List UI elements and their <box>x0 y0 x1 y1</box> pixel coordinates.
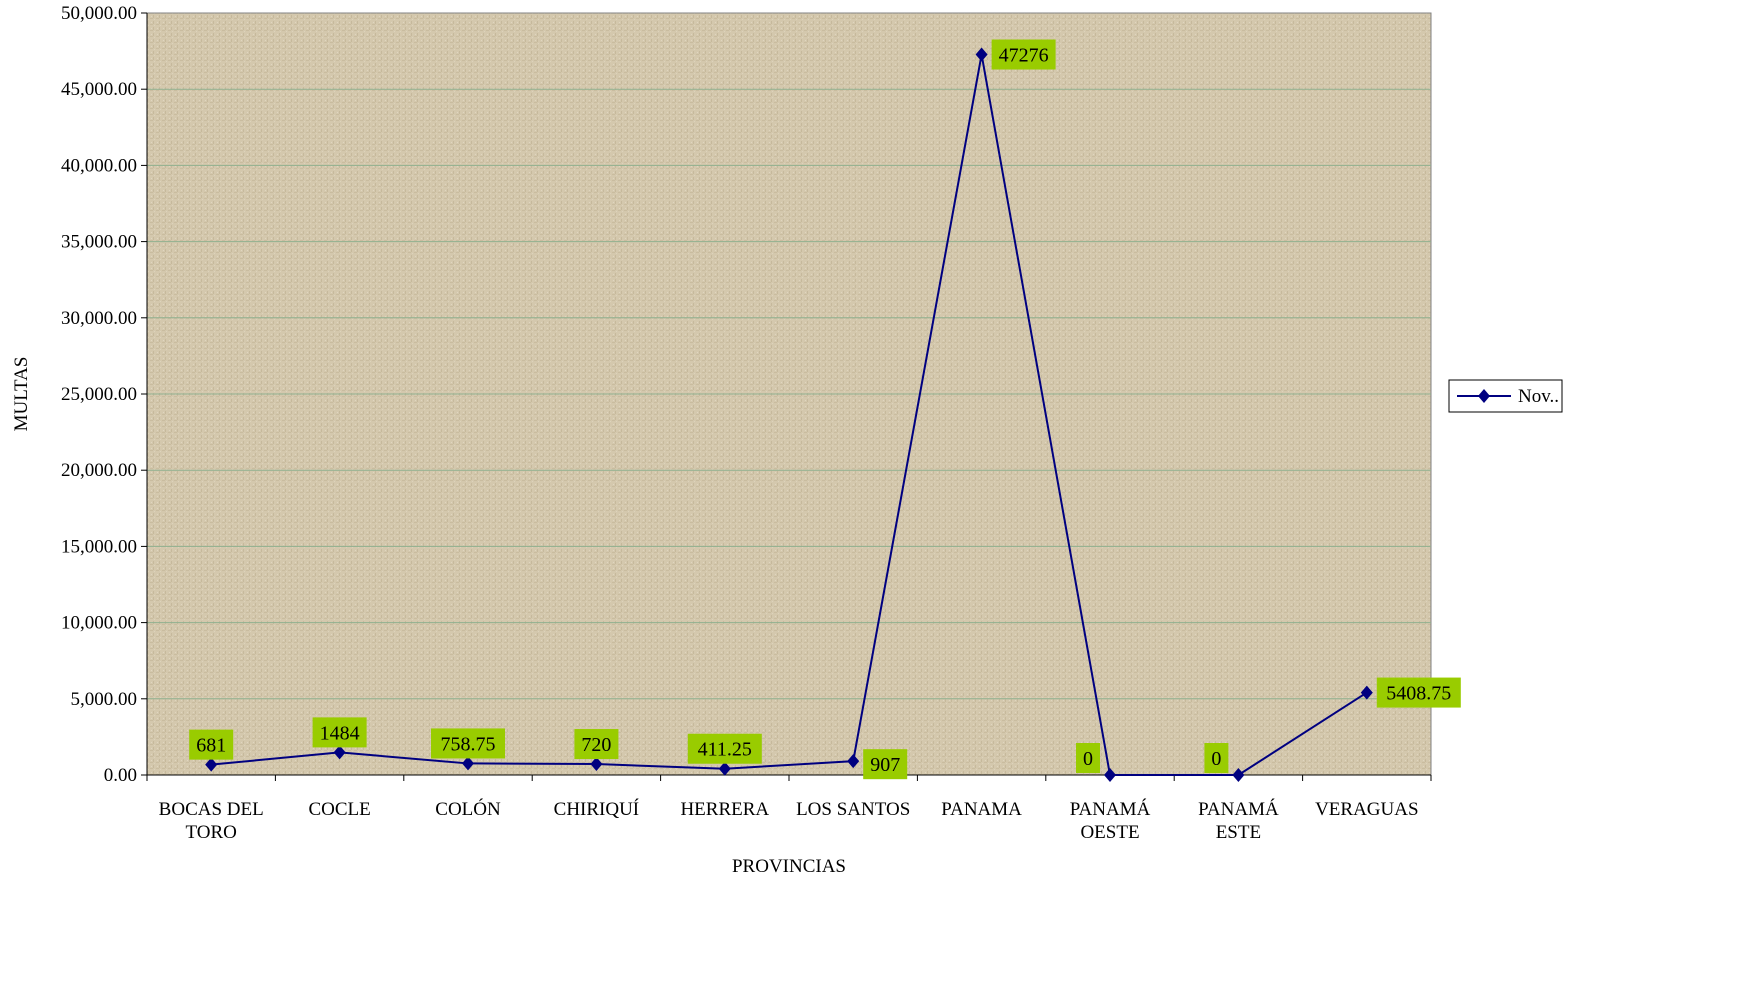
x-tick-label-line: PANAMÁ <box>1070 798 1151 820</box>
y-tick-label: 40,000.00 <box>61 155 137 176</box>
data-label: 47276 <box>999 45 1049 67</box>
x-tick-label: PANAMÁ ESTE <box>1198 798 1279 843</box>
x-tick-label: CHIRIQUÍ <box>554 798 640 820</box>
x-tick-label: BOCAS DEL TORO <box>159 799 264 843</box>
axis-layer: 0.00 5,000.00 10,000.00 15,000.00 20,000.00 2… <box>61 3 1432 843</box>
data-label-box <box>574 729 619 760</box>
data-label-box <box>189 729 234 760</box>
data-label-box <box>863 749 908 780</box>
data-label: 0 <box>1083 748 1093 770</box>
data-label: 758.75 <box>441 733 496 755</box>
y-tick-label: 5,000.00 <box>71 689 138 710</box>
x-tick-label-line: ESTE <box>1216 822 1261 843</box>
x-tick-label-line: OESTE <box>1080 822 1139 843</box>
x-tick-label-line: PANAMÁ <box>1198 798 1279 820</box>
data-label-box <box>1376 677 1461 708</box>
data-point-marker <box>718 761 731 776</box>
x-tick-label: COCLE <box>308 799 370 820</box>
legend-marker <box>1478 389 1490 403</box>
x-axis-title: PROVINCIAS <box>732 856 846 877</box>
data-label: 907 <box>870 754 900 776</box>
label-layer: 681 1484 758.75 720 411.25 907 47276 0 0 5408.75 <box>189 39 1461 780</box>
data-label-box <box>1204 743 1229 773</box>
x-tick-label: PANAMÁ OESTE <box>1070 798 1151 843</box>
data-label-box <box>687 733 762 764</box>
data-label-box <box>1076 743 1100 773</box>
y-tick-label: 15,000.00 <box>61 536 137 557</box>
x-tick-label-line: VERAGUAS <box>1315 799 1418 820</box>
y-tick-label: 45,000.00 <box>61 79 137 100</box>
y-tick-label: 0.00 <box>104 765 137 786</box>
data-label: 681 <box>196 735 226 757</box>
data-label: 1484 <box>320 722 360 744</box>
data-point-marker <box>1104 768 1116 782</box>
y-axis-title: MULTAS <box>11 357 32 432</box>
x-tick-label-line: CHIRIQUÍ <box>554 798 640 820</box>
y-tick-label: 10,000.00 <box>61 613 137 634</box>
grid-layer <box>147 88 1431 700</box>
y-tick-label: 50,000.00 <box>61 3 137 24</box>
x-tick-label-line: PANAMA <box>941 799 1022 820</box>
legend-series-label: Nov.. <box>1518 386 1559 407</box>
x-tick-label: COLÓN <box>435 798 501 820</box>
x-tick-label-line: BOCAS DEL <box>159 799 264 820</box>
x-tick-label-line: COCLE <box>308 799 370 820</box>
y-tick-label: 30,000.00 <box>61 308 137 329</box>
data-point-marker <box>590 757 603 772</box>
data-point-marker <box>1360 685 1373 700</box>
y-tick-label: 20,000.00 <box>61 460 137 481</box>
x-tick-label: PANAMA <box>941 799 1022 820</box>
y-tick-label: 35,000.00 <box>61 232 137 253</box>
data-point-marker <box>847 754 860 769</box>
x-tick-label-line: LOS SANTOS <box>796 799 910 820</box>
data-point-marker <box>1232 768 1245 782</box>
data-label: 720 <box>581 734 611 756</box>
series-line <box>211 54 1368 776</box>
data-label: 5408.75 <box>1386 683 1451 705</box>
x-tick-label: HERRERA <box>680 799 769 820</box>
data-label-box <box>991 39 1056 70</box>
series-layer <box>205 47 1373 782</box>
data-point-marker <box>205 757 218 772</box>
legend: Nov.. <box>1448 379 1563 413</box>
data-label: 0 <box>1211 748 1221 770</box>
data-label: 411.25 <box>698 739 752 761</box>
x-tick-label: LOS SANTOS <box>796 799 910 820</box>
data-label-box <box>431 728 505 759</box>
y-tick-label: 25,000.00 <box>61 384 137 405</box>
data-point-marker <box>975 47 988 62</box>
data-label-box <box>312 717 367 748</box>
data-point-marker <box>333 745 346 760</box>
x-tick-label-line: COLÓN <box>435 798 501 820</box>
x-tick-label-line: TORO <box>186 822 237 843</box>
x-tick-label: VERAGUAS <box>1315 799 1418 820</box>
x-tick-label-line: HERRERA <box>680 799 769 820</box>
data-point-marker <box>462 756 474 771</box>
